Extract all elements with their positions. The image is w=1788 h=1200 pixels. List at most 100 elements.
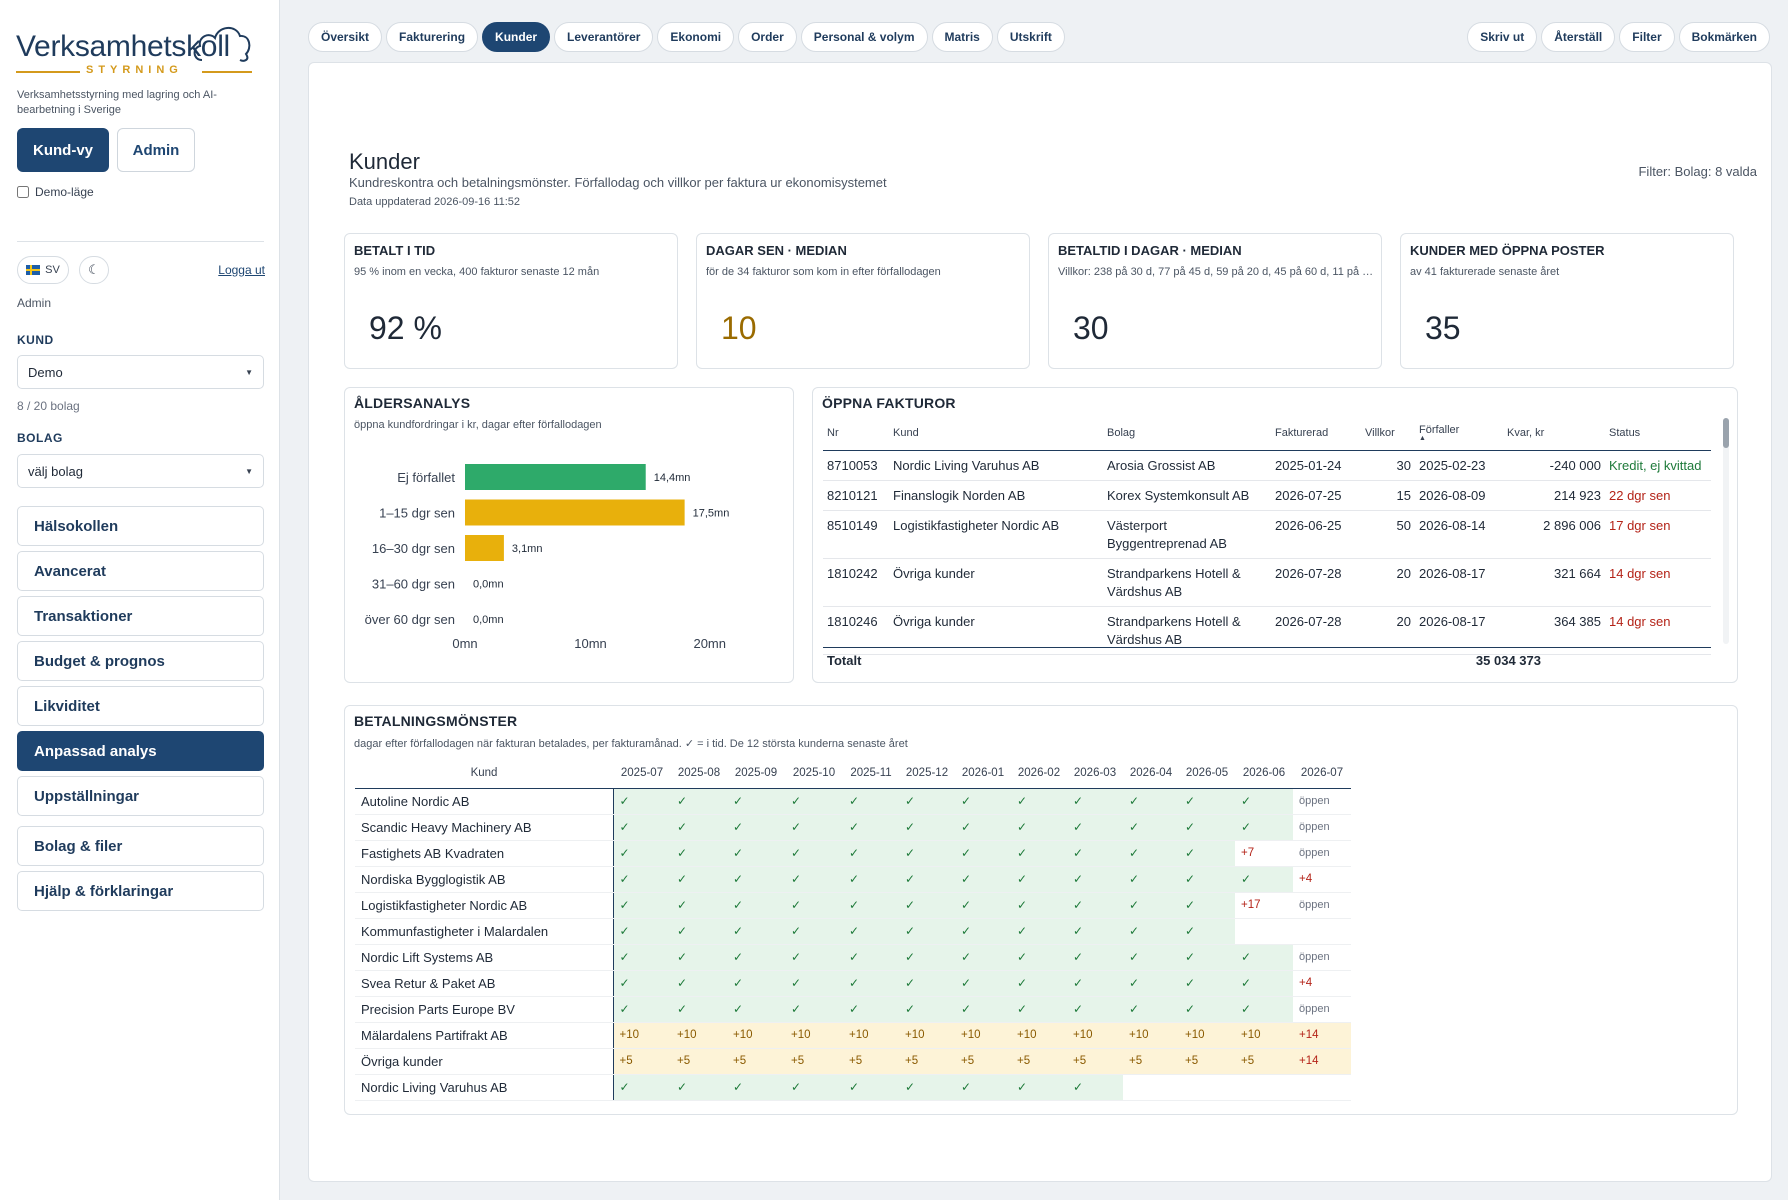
tab-oversikt[interactable]: Översikt	[308, 22, 383, 52]
demo-mode-toggle[interactable]: Demo-läge	[17, 185, 94, 199]
column-header-month: 2026-05	[1179, 758, 1235, 789]
sidebar-item-anpassad-analys[interactable]: Anpassad analys	[17, 731, 264, 771]
aging-bar[interactable]	[465, 464, 646, 490]
sidebar-item-uppstallningar[interactable]: Uppställningar	[17, 776, 264, 816]
cell-kund: Övriga kunder	[889, 606, 1103, 655]
column-header-kvar[interactable]: Kvar, kr	[1503, 416, 1605, 451]
main-panel: Kunder Kundreskontra och betalningsmönst…	[308, 62, 1772, 1182]
x-tick-label: 10mn	[574, 636, 607, 651]
kund-view-button[interactable]: Kund-vy	[17, 128, 109, 172]
pattern-cell-on-time: ✓	[1235, 814, 1293, 841]
total-value: 35 034 373	[1475, 653, 1541, 668]
sidebar-item-halsokollen[interactable]: Hälsokollen	[17, 506, 264, 546]
tab-order[interactable]: Order	[738, 22, 797, 52]
pattern-cell-on-time: ✓	[1011, 996, 1067, 1023]
table-row[interactable]: 8510149 Logistikfastigheter Nordic AB Väst…	[823, 510, 1711, 559]
tab-kunder[interactable]: Kunder	[482, 22, 551, 52]
pattern-cell-on-time: ✓	[843, 892, 899, 919]
sidebar-item-budget[interactable]: Budget & prognos	[17, 641, 264, 681]
filter-button[interactable]: Filter	[1619, 22, 1675, 52]
pattern-cell-on-time: ✓	[1179, 918, 1235, 945]
table-row[interactable]: 1810242 Övriga kunder Strandparkens Hotell…	[823, 558, 1711, 607]
pattern-cell-on-time: ✓	[843, 944, 899, 971]
cell-bolag: Västerport Byggentreprenad AB	[1103, 510, 1271, 559]
kpi-value: 30	[1073, 310, 1109, 346]
aging-bar[interactable]	[465, 535, 504, 561]
logout-link[interactable]: Logga ut	[218, 263, 265, 277]
column-header-forfaller-label: Förfaller	[1419, 423, 1460, 436]
column-header-forfaller[interactable]: Förfaller ▲	[1415, 416, 1503, 451]
pattern-cell-on-time: ✓	[1123, 788, 1179, 815]
tab-ekonomi[interactable]: Ekonomi	[657, 22, 735, 52]
column-header-fakturerad[interactable]: Fakturerad	[1271, 416, 1361, 451]
sidebar-item-bolag-filer[interactable]: Bolag & filer	[17, 826, 264, 866]
pattern-cell-on-time: ✓	[955, 788, 1011, 815]
column-header-villkor[interactable]: Villkor	[1361, 416, 1415, 451]
customer-name: Mälardalens Partifrakt AB	[355, 1022, 614, 1049]
customer-name: Kommunfastigheter i Malardalen	[355, 918, 614, 945]
table-row[interactable]: 1810246 Övriga kunder Strandparkens Hotell…	[823, 606, 1711, 655]
column-header-nr[interactable]: Nr	[823, 416, 889, 451]
pattern-cell-on-time: ✓	[785, 1074, 843, 1101]
aging-bar[interactable]	[465, 499, 685, 526]
tab-leverantorer[interactable]: Leverantörer	[554, 22, 654, 52]
tab-fakturering[interactable]: Fakturering	[386, 22, 479, 52]
sidebar-item-hjalp[interactable]: Hjälp & förklaringar	[17, 871, 264, 911]
column-header-month: 2025-10	[785, 758, 843, 789]
demo-mode-checkbox[interactable]	[17, 186, 29, 198]
sidebar-item-likviditet[interactable]: Likviditet	[17, 686, 264, 726]
pattern-cell-on-time: ✓	[727, 892, 785, 919]
pattern-cell-on-time: ✓	[899, 996, 955, 1023]
pattern-cell-on-time: ✓	[955, 944, 1011, 971]
sidebar-item-transaktioner[interactable]: Transaktioner	[17, 596, 264, 636]
pattern-cell-late: +17	[1235, 892, 1293, 919]
chevron-down-icon: ▼	[245, 367, 253, 377]
payment-pattern-body: Autoline Nordic AB ✓ ✓ ✓ ✓ ✓ ✓ ✓ ✓ ✓ ✓ ✓ ✓ öppen Scand…	[355, 788, 1351, 1101]
table-scrollbar[interactable]	[1723, 418, 1729, 644]
cell-villkor: 30	[1361, 450, 1415, 481]
print-button[interactable]: Skriv ut	[1467, 22, 1538, 52]
app-logo[interactable]: Verksamhetskoll STYRNING	[16, 20, 252, 80]
pattern-cell-on-time: ✓	[1123, 970, 1179, 997]
pattern-cell-on-time: ✓	[955, 814, 1011, 841]
table-row[interactable]: 8710053 Nordic Living Varuhus AB Arosia Gr…	[823, 450, 1711, 481]
tab-utskrift[interactable]: Utskrift	[996, 22, 1065, 52]
reset-button[interactable]: Återställ	[1541, 22, 1616, 52]
table-row: Scandic Heavy Machinery AB ✓ ✓ ✓ ✓ ✓ ✓ ✓ ✓ ✓ ✓ ✓ ✓ öp…	[355, 814, 1351, 841]
column-header-status[interactable]: Status	[1605, 416, 1711, 451]
bolag-label: BOLAG	[17, 431, 63, 445]
tab-personal-volym[interactable]: Personal & volym	[800, 22, 928, 52]
cell-nr: 8510149	[823, 510, 889, 559]
pattern-cell-on-time: ✓	[613, 866, 671, 893]
language-button[interactable]: SV	[17, 256, 69, 284]
dark-mode-button[interactable]: ☾	[79, 256, 109, 284]
invoices-total-row: Totalt 35 034 373	[823, 647, 1711, 671]
pattern-cell-on-time: ✓	[1123, 996, 1179, 1023]
logo-line-right	[202, 71, 252, 73]
pattern-cell-on-time: ✓	[671, 840, 727, 867]
table-row[interactable]: 8210121 Finanslogik Norden AB Korex System…	[823, 480, 1711, 511]
pattern-cell-on-time: ✓	[955, 1074, 1011, 1101]
aging-card: ÅLDERSANALYS öppna kundfordringar i kr, …	[344, 387, 794, 683]
sidebar-nav-secondary: Bolag & filer Hjälp & förklaringar	[17, 826, 264, 916]
column-header-bolag[interactable]: Bolag	[1103, 416, 1271, 451]
column-header-kund: Kund	[355, 758, 613, 789]
kpi-card-dagar-sen: DAGAR SEN · MEDIAN för de 34 fakturor so…	[696, 233, 1030, 369]
pattern-cell-on-time: ✓	[1179, 944, 1235, 971]
pattern-cell-on-time: ✓	[785, 892, 843, 919]
column-header-month: 2026-03	[1067, 758, 1123, 789]
bookmarks-button[interactable]: Bokmärken	[1678, 22, 1770, 52]
tab-matris[interactable]: Matris	[931, 22, 993, 52]
demo-mode-label: Demo-läge	[35, 185, 94, 199]
kund-select[interactable]: Demo ▼	[17, 355, 264, 389]
admin-view-button[interactable]: Admin	[117, 128, 195, 172]
column-header-kund[interactable]: Kund	[889, 416, 1103, 451]
pattern-cell-on-time: ✓	[843, 840, 899, 867]
scrollbar-thumb[interactable]	[1723, 418, 1729, 448]
bolag-select[interactable]: välj bolag ▼	[17, 454, 264, 488]
logo-text: Verksamhetskoll	[16, 30, 230, 63]
sidebar-item-avancerat[interactable]: Avancerat	[17, 551, 264, 591]
pattern-cell-on-time: ✓	[955, 970, 1011, 997]
pattern-cell-on-time: ✓	[955, 866, 1011, 893]
pattern-cell-late: +5	[727, 1048, 785, 1075]
